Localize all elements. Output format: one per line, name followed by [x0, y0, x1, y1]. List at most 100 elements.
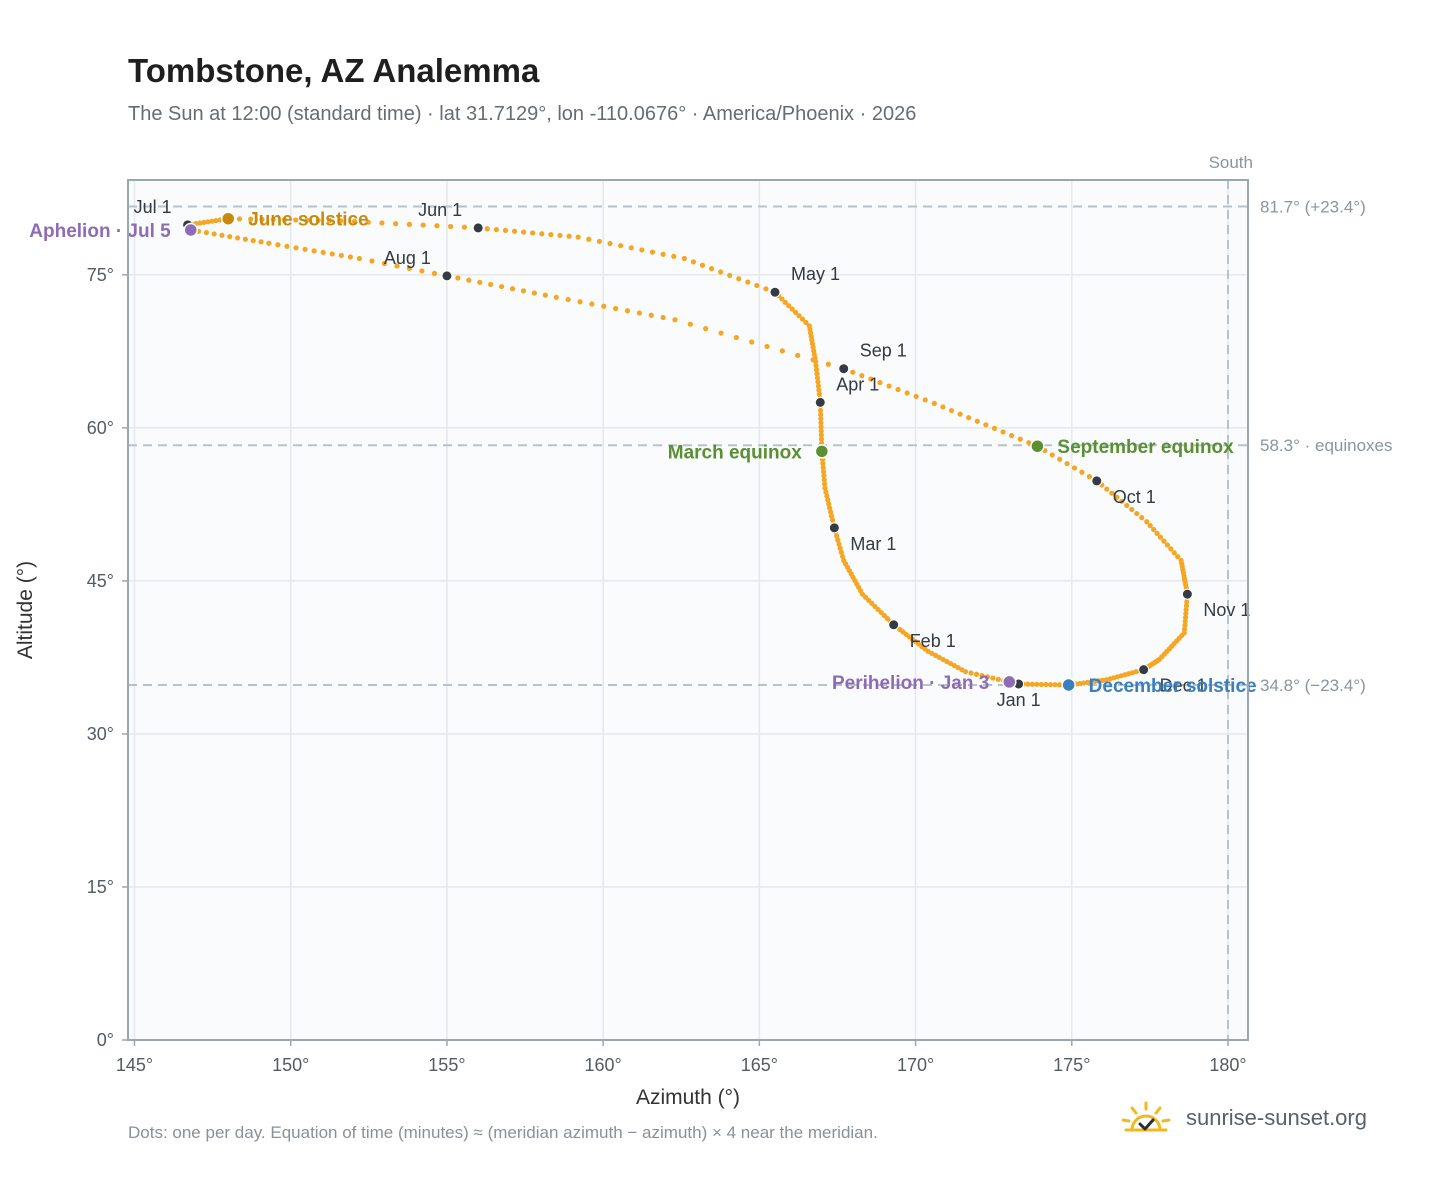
month-marker [828, 522, 840, 534]
daily-dot [1182, 622, 1188, 628]
y-tick-label: 30° [87, 724, 114, 744]
daily-dot [820, 469, 827, 475]
daily-dot [806, 323, 812, 329]
daily-dot [838, 549, 844, 555]
daily-dot [219, 232, 225, 238]
daily-dot [822, 481, 828, 487]
month-marker [769, 286, 781, 298]
footer-note: Dots: one per day. Equation of time (min… [128, 1123, 878, 1142]
daily-dot [466, 277, 472, 283]
x-tick-label: 155° [428, 1055, 465, 1075]
event-markers: June solstice Aphelion · Jul 5 March equin… [29, 210, 1256, 697]
daily-dot [250, 237, 256, 244]
daily-dot [356, 255, 363, 262]
chart-title: Tombstone, AZ Analemma [128, 52, 540, 89]
daily-dot [211, 231, 217, 237]
daily-dot [824, 493, 830, 499]
daily-dot [1026, 440, 1032, 446]
daily-dot [302, 246, 308, 252]
daily-dot [1168, 546, 1174, 552]
daily-dot [455, 275, 461, 281]
daily-dot [727, 272, 733, 278]
daily-dot [236, 216, 243, 222]
event-marker [1002, 674, 1017, 690]
daily-dot [983, 422, 989, 428]
daily-dot [248, 216, 254, 222]
daily-dot [968, 670, 974, 676]
daily-dot [841, 557, 847, 564]
month-label: Sep 1 [860, 341, 907, 361]
daily-dot [521, 229, 527, 235]
daily-dot [1057, 456, 1063, 462]
daily-dot [258, 239, 264, 245]
daily-dot [548, 232, 554, 238]
daily-dot [209, 218, 215, 224]
daily-dot [815, 383, 822, 389]
daily-dot [419, 268, 425, 274]
month-marker [888, 619, 900, 631]
daily-dot [718, 269, 724, 275]
brand[interactable]: sunrise-sunset.org [1120, 1100, 1367, 1136]
daily-dot [1049, 452, 1055, 458]
daily-dot [1114, 494, 1120, 500]
daily-dot [821, 477, 827, 483]
daily-dot [266, 240, 272, 246]
daily-dot [577, 299, 583, 305]
daily-dot [530, 230, 536, 236]
daily-dot [607, 240, 613, 247]
daily-dot [293, 217, 299, 223]
daily-dot [320, 249, 326, 256]
daily-dot [681, 255, 687, 262]
daily-dot [818, 436, 825, 442]
x-tick-label: 160° [585, 1055, 622, 1075]
x-tick-label: 180° [1209, 1055, 1246, 1075]
daily-dot [813, 367, 820, 373]
daily-dot [984, 674, 991, 680]
daily-dot [904, 390, 910, 396]
daily-dot [406, 265, 413, 272]
daily-dot [1134, 510, 1140, 517]
daily-dot [931, 400, 937, 406]
daily-dot [816, 391, 822, 397]
daily-dot [227, 233, 233, 240]
daily-dot [821, 473, 827, 479]
daily-dot [818, 412, 824, 418]
daily-dot [922, 397, 928, 403]
daily-dot [789, 306, 795, 312]
month-label: Jun 1 [418, 200, 462, 220]
daily-dot [270, 216, 276, 223]
daily-dot [815, 379, 821, 385]
daily-dot [895, 386, 901, 393]
daily-dot [1181, 626, 1188, 632]
daily-dot [420, 222, 426, 228]
daily-dot [687, 321, 693, 327]
reference-lines: South 81.7° (+23.4°) 58.3° · equinoxes 34.8… [128, 153, 1393, 1040]
x-tick-label: 175° [1053, 1055, 1090, 1075]
daily-dot [1161, 538, 1167, 544]
event-label: Perihelion · Jan 3 [832, 673, 989, 694]
daily-dot [1182, 618, 1188, 624]
daily-dot [393, 221, 399, 227]
event-label: December solstice [1089, 676, 1257, 697]
daily-dot [1104, 486, 1110, 492]
daily-dot [1147, 523, 1153, 529]
event-marker [1030, 438, 1045, 454]
month-marker [814, 396, 826, 408]
daily-dot [379, 220, 385, 226]
daily-dot [1034, 681, 1040, 687]
daily-dot [1029, 681, 1035, 687]
reference-line-label: 34.8° (−23.4°) [1260, 676, 1366, 695]
daily-dot [733, 334, 739, 341]
sun-check-logo-icon [1121, 1101, 1171, 1132]
daily-dot [991, 425, 998, 431]
daily-dot [329, 251, 335, 257]
daily-dot [493, 226, 499, 233]
y-tick-label: 15° [87, 877, 114, 897]
month-label: Apr 1 [836, 374, 879, 394]
daily-dot [690, 259, 697, 265]
daily-dot [957, 411, 963, 417]
daily-dot [511, 228, 518, 234]
daily-dot [763, 286, 769, 292]
daily-dot [203, 230, 209, 236]
